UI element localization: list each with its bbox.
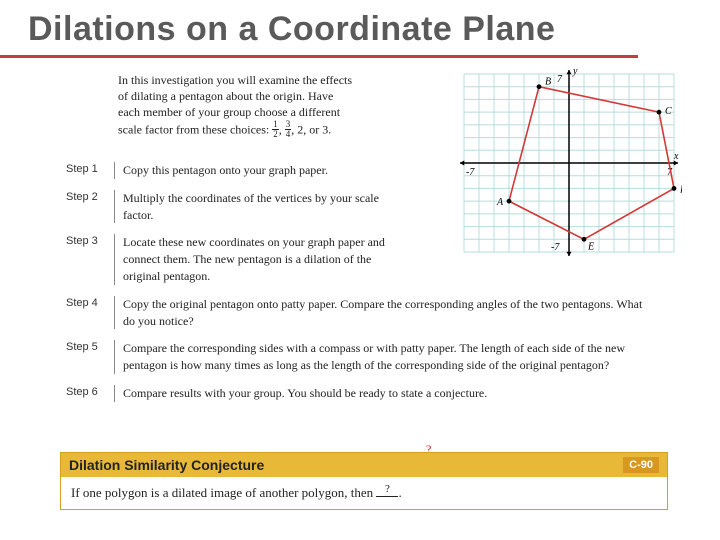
step-divider [114, 190, 115, 224]
step-text: Compare results with your group. You sho… [123, 385, 653, 402]
conjecture-body: If one polygon is a dilated image of ano… [61, 477, 667, 509]
step-label: Step 5 [66, 340, 114, 374]
conjecture-box: Dilation Similarity Conjecture C-90 If o… [60, 452, 668, 510]
svg-text:B: B [545, 77, 551, 88]
fill-in-blank [376, 485, 398, 501]
step-text: Copy this pentagon onto your graph paper… [123, 162, 399, 179]
step-label: Step 3 [66, 234, 114, 284]
step-divider [114, 162, 115, 179]
step-label: Step 6 [66, 385, 114, 402]
fraction: 34 [285, 120, 292, 139]
conjecture-title: Dilation Similarity Conjecture [69, 457, 264, 473]
svg-text:D: D [679, 184, 682, 195]
conjecture-body-prefix: If one polygon is a dilated image of ano… [71, 485, 376, 500]
step-row: Step 6 Compare results with your group. Y… [66, 385, 666, 402]
conjecture-header: Dilation Similarity Conjecture C-90 [61, 453, 667, 477]
step-text: Copy the original pentagon onto patty pa… [123, 296, 653, 330]
conjecture-body-suffix: . [398, 485, 401, 500]
conjecture-badge: C-90 [623, 457, 659, 473]
page-title: Dilations on a Coordinate Plane [0, 0, 638, 58]
svg-text:A: A [496, 197, 504, 208]
svg-text:E: E [587, 241, 594, 252]
step-text: Multiply the coordinates of the vertices… [123, 190, 399, 224]
svg-text:C: C [665, 106, 672, 117]
step-label: Step 1 [66, 162, 114, 179]
svg-text:-7: -7 [466, 167, 475, 178]
svg-text:x: x [673, 151, 679, 162]
intro-paragraph: In this investigation you will examine t… [118, 72, 438, 140]
step-row: Step 5 Compare the corresponding sides wi… [66, 340, 666, 374]
svg-text:y: y [572, 66, 578, 77]
step-row: Step 4 Copy the original pentagon onto pa… [66, 296, 666, 330]
step-text: Locate these new coordinates on your gra… [123, 234, 399, 284]
step-label: Step 4 [66, 296, 114, 330]
step-divider [114, 385, 115, 402]
step-divider [114, 296, 115, 330]
svg-text:-7: -7 [551, 242, 560, 253]
fraction: 12 [272, 120, 279, 139]
step-divider [114, 234, 115, 284]
pentagon-graph: 7-77-7xyABCDE [456, 66, 682, 260]
step-text: Compare the corresponding sides with a c… [123, 340, 653, 374]
step-label: Step 2 [66, 190, 114, 224]
step-divider [114, 340, 115, 374]
